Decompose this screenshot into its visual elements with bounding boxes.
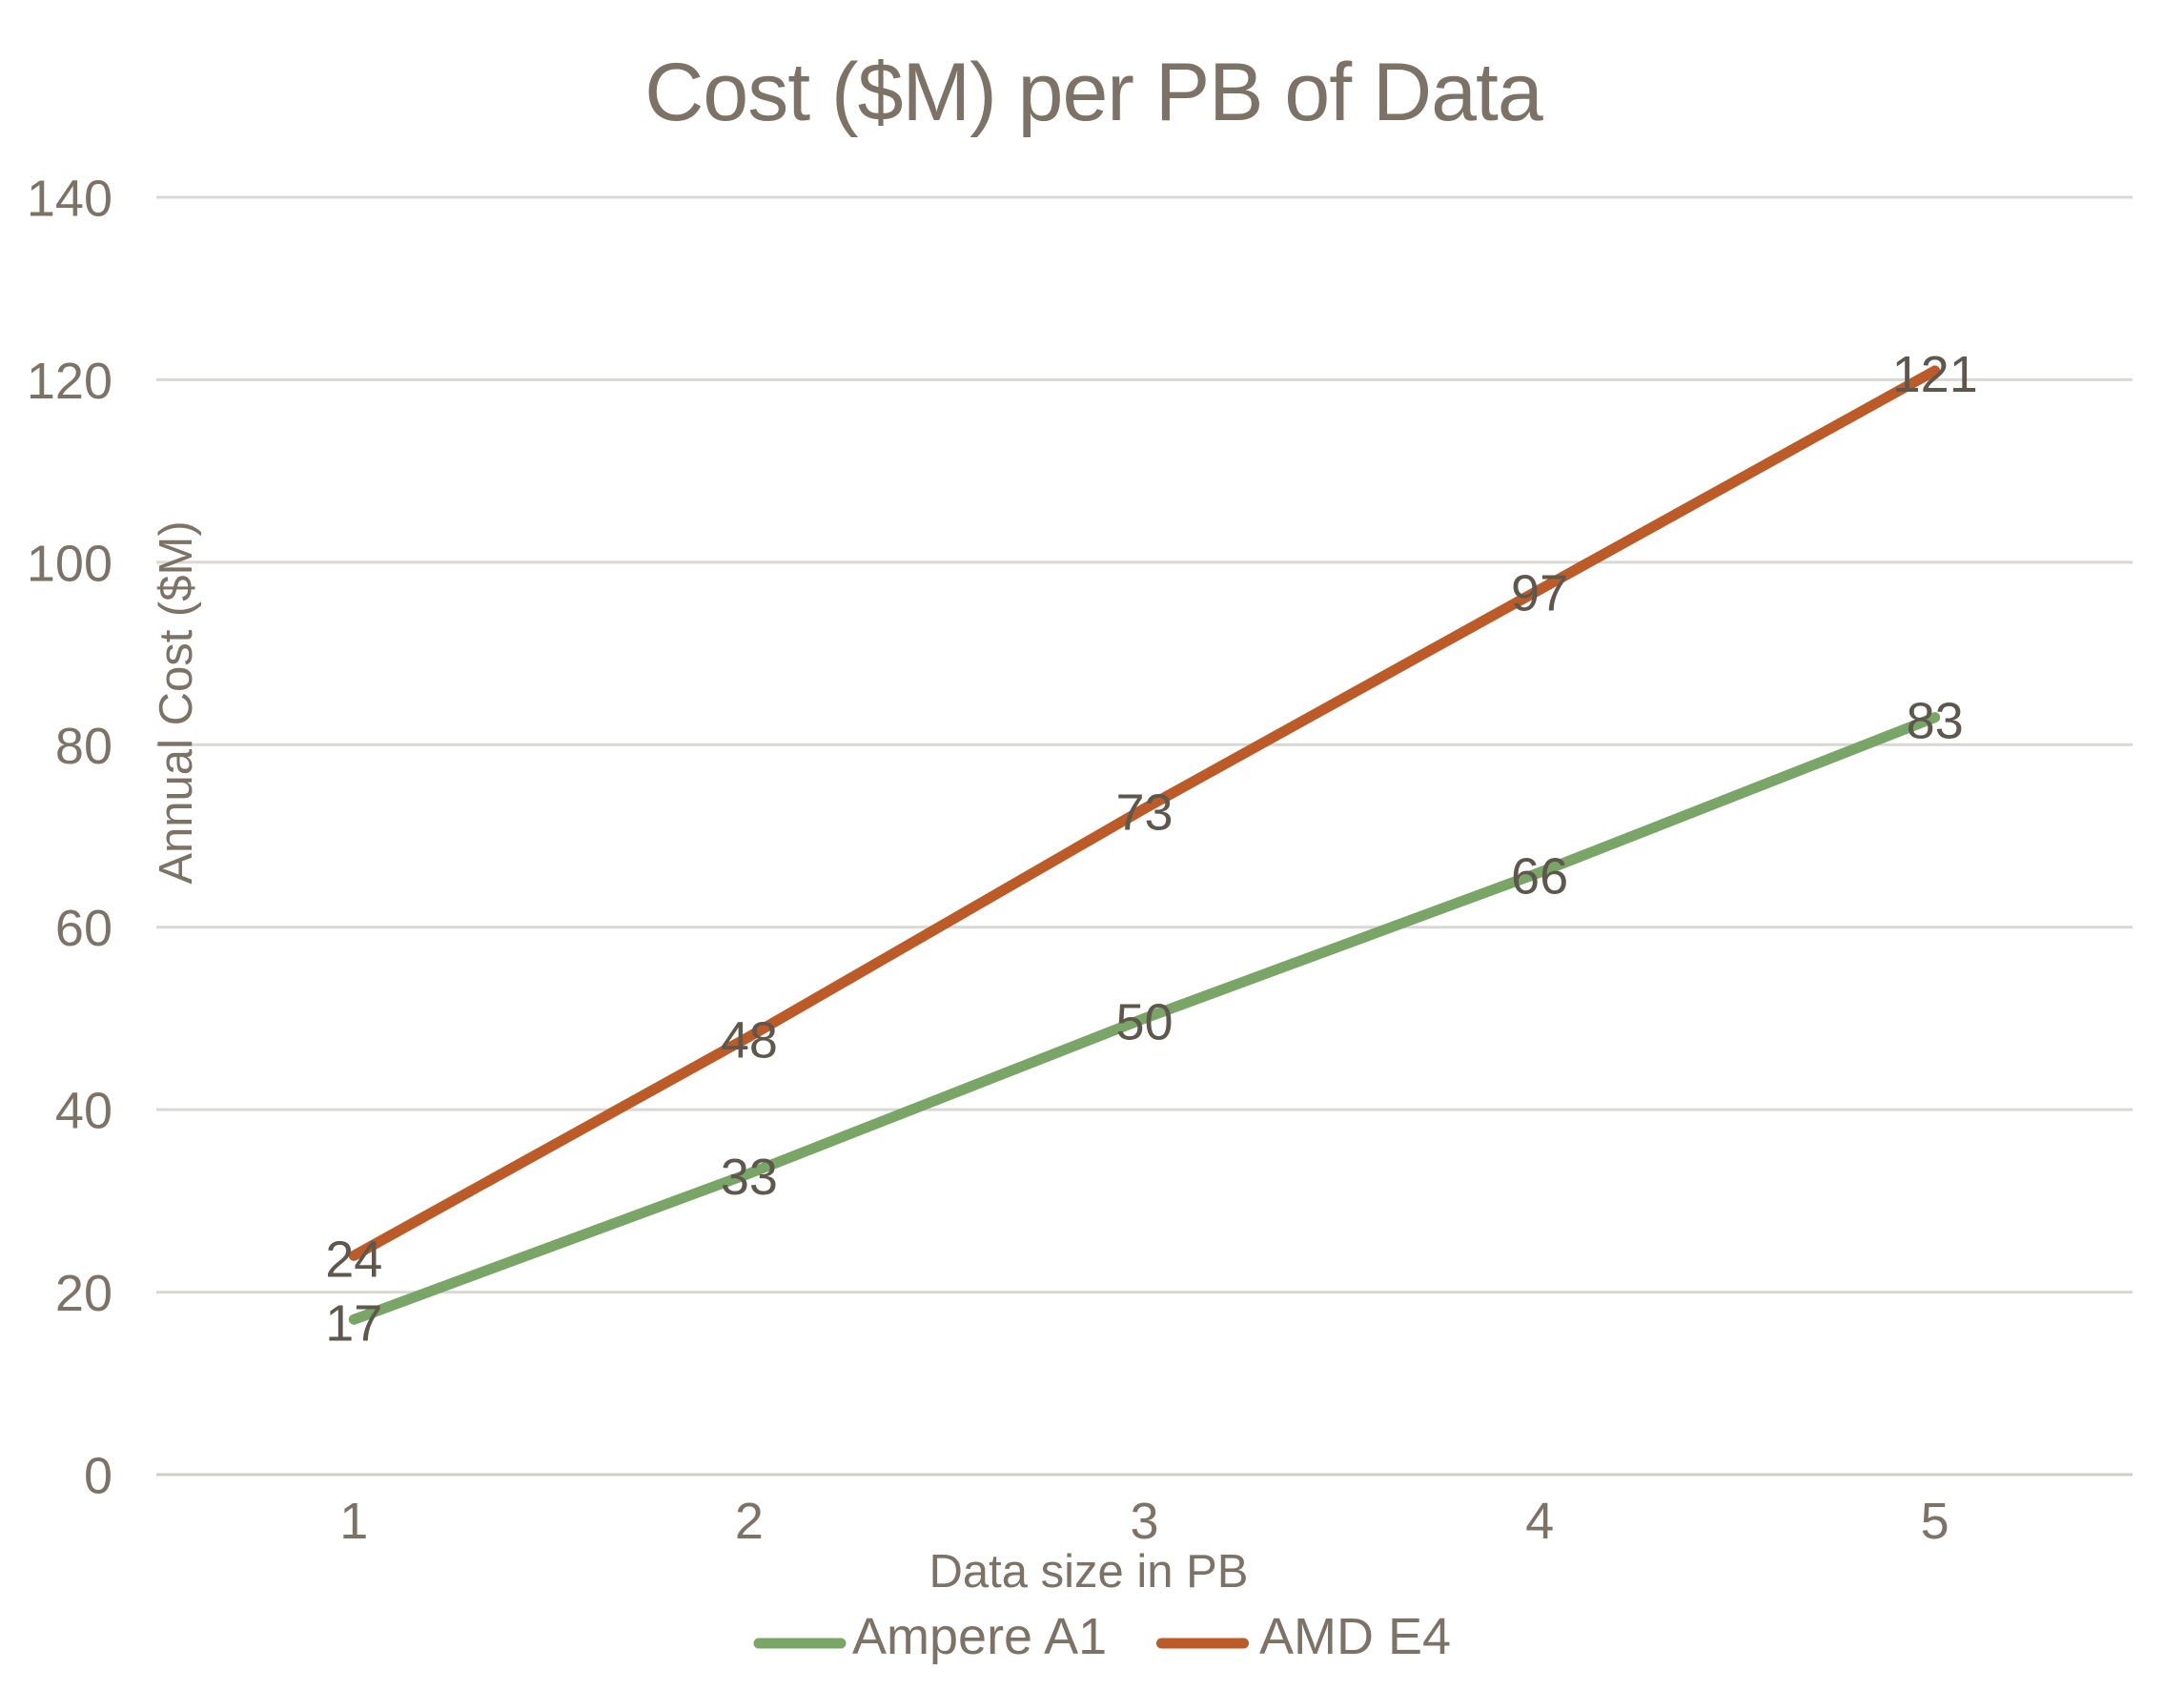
- svg-text:40: 40: [55, 1083, 112, 1140]
- svg-text:20: 20: [55, 1265, 112, 1322]
- svg-text:AMD E4: AMD E4: [1259, 1608, 1451, 1665]
- svg-text:50: 50: [1115, 993, 1173, 1050]
- svg-text:83: 83: [1907, 693, 1964, 750]
- svg-text:5: 5: [1921, 1493, 1949, 1550]
- svg-text:33: 33: [721, 1149, 778, 1206]
- svg-text:Cost ($M) per PB of Data: Cost ($M) per PB of Data: [644, 47, 1543, 138]
- svg-text:17: 17: [325, 1294, 382, 1352]
- svg-text:2: 2: [735, 1493, 764, 1550]
- svg-text:120: 120: [27, 353, 112, 410]
- svg-text:24: 24: [325, 1231, 382, 1288]
- svg-text:0: 0: [84, 1448, 112, 1505]
- svg-text:73: 73: [1115, 784, 1173, 841]
- svg-text:Annual Cost ($M): Annual Cost ($M): [151, 520, 202, 884]
- svg-text:Ampere A1: Ampere A1: [852, 1608, 1107, 1665]
- svg-text:100: 100: [27, 535, 112, 592]
- svg-text:4: 4: [1525, 1493, 1554, 1550]
- svg-text:1: 1: [339, 1493, 368, 1550]
- svg-text:48: 48: [721, 1012, 778, 1069]
- svg-text:Data size in PB: Data size in PB: [929, 1546, 1249, 1598]
- svg-text:66: 66: [1511, 847, 1568, 905]
- svg-text:3: 3: [1130, 1493, 1158, 1550]
- svg-text:121: 121: [1892, 346, 1978, 403]
- svg-text:80: 80: [55, 718, 112, 775]
- svg-text:97: 97: [1511, 565, 1568, 622]
- svg-text:140: 140: [27, 171, 112, 228]
- svg-text:60: 60: [55, 900, 112, 957]
